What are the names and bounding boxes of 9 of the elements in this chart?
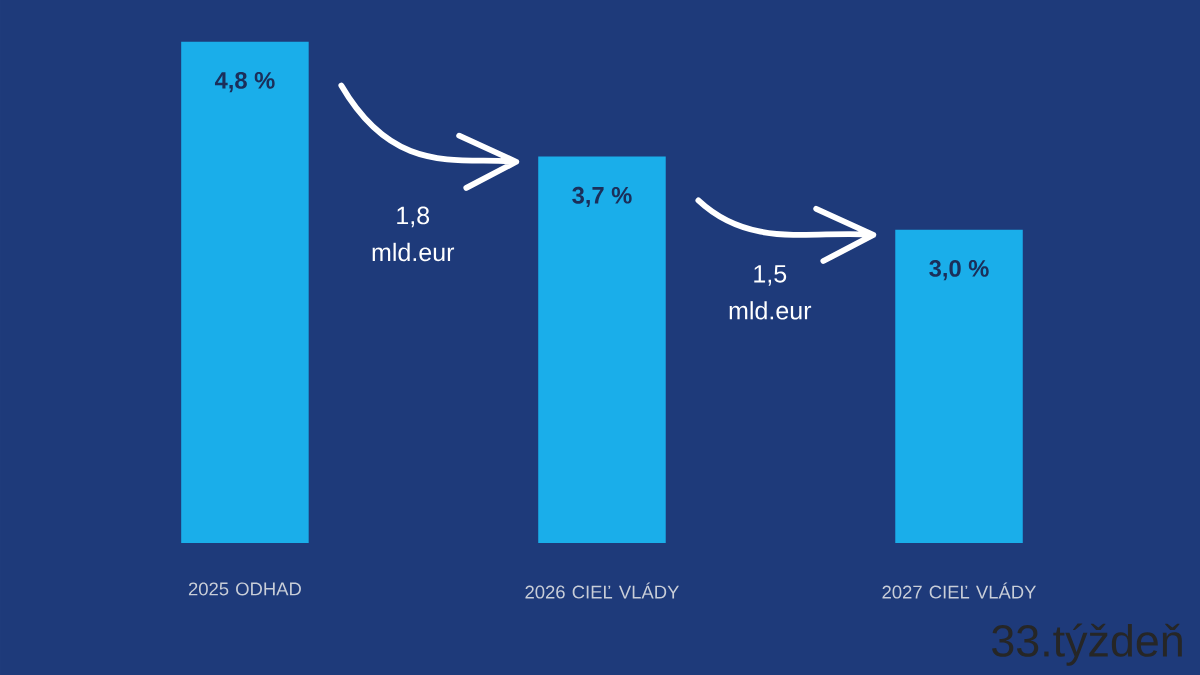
text: 33.týždeň [992, 623, 1182, 666]
annotation: 1,5 mld.eur [729, 265, 812, 320]
x-tick-label: 2025 ODHAD [188, 582, 301, 596]
x-tick-label: 2026 CIEĽ VLÁDY [525, 582, 679, 599]
annotation: 1,8 mld.eur [372, 206, 455, 262]
x-tick-label: 2027 CIEĽ VLÁDY [882, 582, 1037, 599]
data-label: 3,0 % [929, 259, 989, 281]
data-label: 3,7 % [572, 186, 632, 208]
data-label: 4,8 % [214, 71, 275, 93]
